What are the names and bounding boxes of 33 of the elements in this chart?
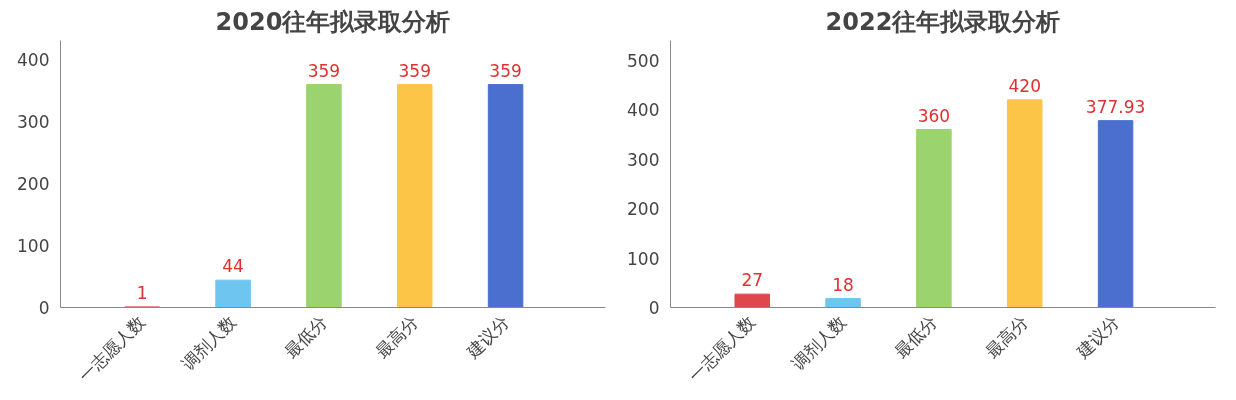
x-tick-label: 一志愿人数 (685, 311, 760, 386)
x-tick-label: 最高分 (981, 311, 1032, 362)
y-tick-label: 200 (17, 173, 50, 194)
y-tick-label: 400 (17, 49, 50, 70)
data-label: 420 (1008, 75, 1041, 96)
x-tick-label: 最低分 (280, 311, 331, 362)
y-tick-label: 100 (627, 248, 660, 269)
x-tick-label: 建议分 (1071, 311, 1123, 363)
x-tick-label: 调剂人数 (177, 311, 241, 374)
x-tick-label: 调剂人数 (787, 311, 851, 374)
y-tick-label: 500 (627, 50, 660, 71)
data-label: 360 (917, 105, 951, 126)
data-label: 27 (741, 270, 764, 291)
x-tick-label: 建议分 (461, 311, 513, 363)
y-tick-label: 300 (17, 111, 50, 132)
y-tick-label: 0 (648, 298, 660, 318)
x-tick-label: 一志愿人数 (75, 311, 150, 386)
chart-title: 2022往年拟录取分析 (825, 7, 1061, 36)
x-tick-label: 最低分 (890, 311, 941, 362)
data-label: 359 (307, 60, 341, 81)
data-label: 377.93 (1085, 96, 1146, 117)
y-tick-label: 100 (17, 235, 50, 256)
data-label: 359 (398, 60, 431, 81)
y-tick-label: 0 (38, 298, 50, 318)
y-tick-label: 200 (627, 199, 660, 220)
data-label: 359 (489, 60, 522, 81)
data-label: 1 (136, 282, 148, 303)
chart-title: 2020往年拟录取分析 (215, 7, 451, 36)
y-tick-label: 300 (627, 149, 660, 170)
data-label: 18 (832, 274, 854, 295)
y-tick-label: 400 (627, 100, 660, 121)
data-label: 44 (222, 256, 244, 277)
x-tick-label: 最高分 (371, 311, 422, 362)
